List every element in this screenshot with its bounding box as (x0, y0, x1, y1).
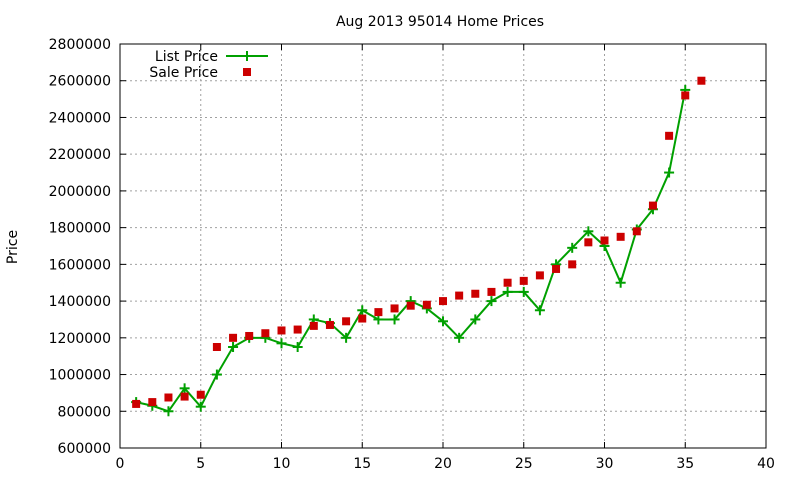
data-point-square (196, 390, 205, 399)
data-point-plus (357, 305, 368, 316)
data-point-square (245, 331, 254, 340)
data-point-square (390, 304, 399, 313)
data-point-square (325, 320, 334, 329)
data-point-plus (470, 314, 481, 325)
data-point-square (519, 276, 528, 285)
data-point-plus (292, 342, 303, 352)
data-point-square (632, 227, 641, 236)
y-tick-label: 1800000 (49, 221, 111, 237)
data-point-plus (502, 286, 513, 297)
x-tick-label: 20 (434, 456, 452, 472)
data-point-square (648, 201, 657, 210)
data-point-plus (276, 338, 287, 349)
data-point-square (535, 271, 544, 280)
data-point-square (277, 326, 286, 335)
data-point-square (374, 308, 383, 317)
data-point-plus (454, 332, 465, 343)
data-point-square (406, 301, 415, 310)
data-point-square (309, 321, 318, 330)
data-point-square (681, 91, 690, 100)
data-point-square (164, 393, 173, 402)
legend-item: List Price (155, 49, 268, 65)
data-point-square (342, 317, 351, 326)
data-point-plus (389, 314, 400, 325)
series (131, 76, 706, 417)
x-tick-label: 15 (353, 456, 371, 472)
data-point-square (358, 314, 367, 323)
y-tick-label: 1000000 (49, 368, 111, 384)
data-point-square (261, 329, 270, 338)
data-point-plus (163, 406, 174, 417)
data-point-plus (567, 242, 578, 253)
data-point-square (212, 343, 221, 351)
data-point-plus (341, 332, 352, 343)
data-point-square (503, 278, 512, 287)
y-axis-label: Price (5, 230, 21, 264)
data-point-plus (211, 369, 222, 380)
data-point-plus (518, 286, 529, 297)
y-tick-label: 2600000 (49, 74, 111, 90)
x-tick-label: 25 (515, 456, 533, 472)
data-point-square (180, 392, 189, 401)
data-point-square (132, 399, 141, 408)
data-point-plus (373, 314, 384, 325)
y-tick-label: 2800000 (49, 37, 111, 53)
x-tick-label: 10 (273, 456, 291, 472)
data-point-square (568, 260, 577, 269)
data-point-square (552, 264, 561, 273)
y-tick-label: 2400000 (49, 110, 111, 126)
x-tick-label: 0 (116, 456, 125, 472)
y-tick-label: 2200000 (49, 147, 111, 163)
legend-label: List Price (155, 49, 218, 65)
series-sale-price (132, 76, 706, 408)
data-point-square (293, 325, 302, 334)
data-point-plus (583, 226, 594, 237)
legend-item: Sale Price (149, 65, 251, 81)
legend-label: Sale Price (149, 65, 218, 81)
data-point-square (697, 76, 706, 85)
y-tick-label: 1600000 (49, 257, 111, 273)
data-point-plus (664, 167, 675, 178)
chart-title: Aug 2013 95014 Home Prices (336, 14, 544, 30)
data-point-square (600, 236, 609, 245)
x-tick-label: 35 (676, 456, 694, 472)
data-point-square (439, 297, 447, 306)
data-point-plus (195, 401, 206, 412)
y-tick-label: 1200000 (49, 331, 111, 347)
data-point-square (584, 238, 593, 247)
data-point-plus (438, 316, 448, 327)
data-point-square (148, 398, 157, 407)
data-point-plus (486, 296, 497, 307)
x-tick-label: 40 (757, 456, 775, 472)
data-point-square (665, 131, 674, 140)
x-tick-label: 30 (596, 456, 614, 472)
series-line (135, 89, 687, 413)
data-point-plus (615, 277, 626, 288)
data-point-square (229, 333, 238, 342)
y-tick-label: 800000 (58, 404, 111, 420)
x-tick-label: 5 (196, 456, 205, 472)
grid (120, 44, 766, 448)
data-point-square (422, 300, 431, 309)
y-tick-label: 600000 (58, 441, 111, 457)
data-point-plus (534, 305, 545, 316)
data-point-square (616, 232, 625, 241)
series-list-price (131, 84, 691, 417)
y-tick-label: 1400000 (49, 294, 111, 310)
ticks: 0 5 10 15 20 25 30 35 40 600000 800000 1000000 12000… (49, 37, 775, 472)
data-point-square (455, 291, 464, 300)
data-point-plus (179, 383, 190, 394)
data-point-plus (228, 342, 239, 352)
data-point-plus (242, 51, 252, 61)
data-point-square (487, 287, 496, 296)
data-point-square (471, 289, 480, 298)
data-point-square (243, 68, 251, 76)
y-tick-label: 2000000 (49, 184, 111, 200)
